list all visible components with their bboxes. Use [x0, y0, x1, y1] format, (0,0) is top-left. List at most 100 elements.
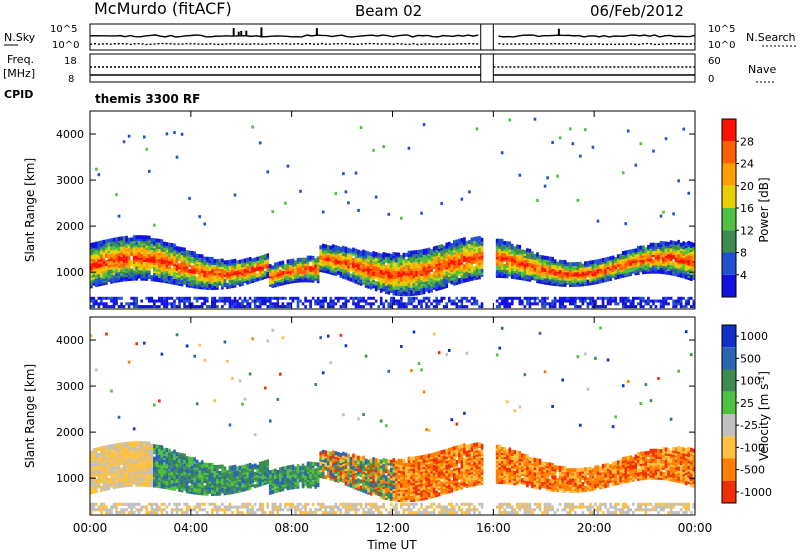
heatmap-cell	[460, 197, 464, 201]
heatmap-cell	[112, 443, 116, 448]
heatmap-cell	[616, 254, 620, 259]
heatmap-cell	[155, 475, 159, 480]
heatmap-cell	[420, 265, 423, 270]
heatmap-cell	[147, 245, 151, 250]
heatmap-cell	[125, 268, 128, 273]
heatmap-cell	[203, 271, 207, 276]
heatmap-cell	[334, 245, 338, 250]
heatmap-cell	[200, 296, 204, 300]
heatmap-cell	[188, 305, 191, 309]
heatmap-cell	[339, 267, 343, 272]
heatmap-cell	[246, 305, 249, 309]
heatmap-cell	[193, 457, 196, 462]
heatmap-cell	[193, 284, 196, 289]
heatmap-cell	[180, 251, 184, 256]
heatmap-cell	[407, 299, 411, 303]
heatmap-cell	[359, 296, 363, 300]
heatmap-cell	[556, 174, 559, 178]
heatmap-cell	[664, 241, 668, 246]
heatmap-cell	[412, 264, 416, 269]
heatmap-cell	[473, 296, 476, 300]
heatmap-cell	[664, 299, 668, 303]
heatmap-cell	[420, 251, 423, 256]
heatmap-cell	[689, 268, 693, 273]
heatmap-cell	[422, 250, 426, 255]
nsearch-trace	[498, 42, 696, 46]
heatmap-cell	[354, 296, 358, 300]
heatmap-cell	[246, 272, 249, 277]
heatmap-cell	[427, 272, 431, 277]
heatmap-cell	[402, 254, 406, 259]
heatmap-cell	[140, 247, 144, 252]
heatmap-cell	[137, 459, 141, 464]
heatmap-cell	[621, 302, 625, 306]
heatmap-cell	[100, 467, 103, 472]
heatmap-cell	[470, 266, 474, 271]
heatmap-cell	[200, 491, 204, 496]
heatmap-cell	[508, 268, 512, 273]
heatmap-cell	[150, 466, 154, 471]
heatmap-cell	[344, 250, 348, 255]
heatmap-cell	[455, 239, 459, 244]
heatmap-cell	[236, 260, 239, 265]
heatmap-cell	[120, 263, 123, 268]
heatmap-cell	[523, 251, 527, 256]
heatmap-cell	[190, 490, 194, 495]
heatmap-cell	[400, 269, 403, 274]
heatmap-cell	[410, 254, 413, 259]
heatmap-cell	[130, 480, 133, 485]
heatmap-cell	[130, 447, 133, 452]
heatmap-cell	[536, 275, 539, 280]
heatmap-cell	[173, 299, 176, 303]
heatmap-cell	[684, 267, 688, 272]
heatmap-cell	[455, 262, 459, 267]
heatmap-cell	[188, 258, 191, 263]
heatmap-cell	[621, 271, 625, 276]
heatmap-cell	[117, 415, 121, 419]
heatmap-cell	[339, 271, 343, 276]
heatmap-cell	[301, 276, 305, 281]
heatmap-cell	[281, 273, 285, 278]
heatmap-cell	[389, 284, 393, 289]
heatmap-cell	[223, 272, 227, 277]
heatmap-cell	[140, 457, 144, 462]
heatmap-cell	[316, 260, 320, 265]
heatmap-cell	[147, 274, 151, 279]
heatmap-cell	[102, 452, 106, 457]
heatmap-cell	[145, 243, 149, 248]
heatmap-cell	[677, 302, 680, 306]
heatmap-cell	[649, 244, 653, 249]
heatmap-cell	[389, 255, 393, 260]
heatmap-cell	[541, 276, 544, 281]
heatmap-cell	[495, 251, 499, 256]
heatmap-cell	[185, 474, 189, 479]
heatmap-cell	[226, 264, 229, 269]
heatmap-cell	[634, 262, 638, 267]
heatmap-cell	[634, 163, 638, 167]
heatmap-cell	[218, 264, 222, 269]
heatmap-cell	[130, 464, 133, 469]
heatmap-cell	[387, 271, 391, 276]
heatmap-cell	[132, 245, 136, 250]
heatmap-cell	[125, 260, 128, 265]
heatmap-cell	[591, 302, 595, 306]
heatmap-cell	[110, 464, 113, 469]
heatmap-cell	[672, 240, 675, 245]
heatmap-cell	[352, 278, 355, 283]
heatmap-cell	[122, 483, 126, 488]
heatmap-cell	[586, 302, 590, 306]
heatmap-cell	[339, 305, 343, 309]
heatmap-cell	[142, 262, 146, 267]
heatmap-cell	[135, 302, 138, 306]
heatmap-cell	[112, 458, 116, 463]
heatmap-cell	[546, 278, 549, 283]
heatmap-cell	[253, 265, 257, 270]
heatmap-cell	[430, 274, 433, 279]
heatmap-cell	[654, 299, 658, 303]
heatmap-cell	[163, 464, 166, 469]
heatmap-cell	[100, 250, 103, 255]
heatmap-cell	[238, 259, 242, 264]
heatmap-cell	[147, 272, 151, 277]
heatmap-cell	[657, 251, 660, 256]
heatmap-cell	[639, 302, 643, 306]
